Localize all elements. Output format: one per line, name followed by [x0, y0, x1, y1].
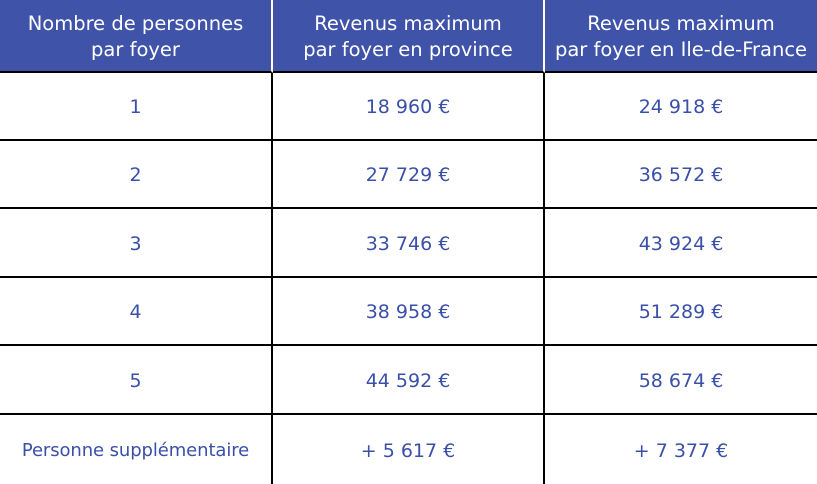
header-income-idf-line2: par foyer en Ile-de-France: [554, 37, 808, 61]
header-income-province: Revenus maximum par foyer en province: [273, 0, 545, 73]
table-cell-idf: 24 918 €: [545, 73, 817, 141]
header-income-province-line1: Revenus maximum: [314, 11, 502, 35]
table-cell-province: 44 592 €: [273, 346, 545, 415]
table-cell-province: 18 960 €: [273, 73, 545, 141]
table-cell-persons: 2: [0, 141, 273, 209]
table-cell-idf: 43 924 €: [545, 209, 817, 278]
table-cell-persons: Personne supplémentaire: [0, 415, 273, 484]
table-cell-persons: 1: [0, 73, 273, 141]
header-household-size: Nombre de personnes par foyer: [0, 0, 273, 73]
header-income-idf-line1: Revenus maximum: [587, 11, 775, 35]
table-cell-province: 27 729 €: [273, 141, 545, 209]
table-cell-persons: 5: [0, 346, 273, 415]
table-cell-idf: 51 289 €: [545, 278, 817, 346]
table-cell-idf: 58 674 €: [545, 346, 817, 415]
header-household-size-line2: par foyer: [91, 37, 180, 61]
table-cell-province: 38 958 €: [273, 278, 545, 346]
header-income-province-line2: par foyer en province: [303, 37, 513, 61]
header-household-size-line1: Nombre de personnes: [27, 11, 244, 35]
table-cell-province: + 5 617 €: [273, 415, 545, 484]
table-cell-persons: 4: [0, 278, 273, 346]
table-cell-idf: 36 572 €: [545, 141, 817, 209]
table-cell-persons: 3: [0, 209, 273, 278]
table-cell-province: 33 746 €: [273, 209, 545, 278]
table-cell-idf: + 7 377 €: [545, 415, 817, 484]
header-income-idf: Revenus maximum par foyer en Ile-de-Fran…: [545, 0, 817, 73]
